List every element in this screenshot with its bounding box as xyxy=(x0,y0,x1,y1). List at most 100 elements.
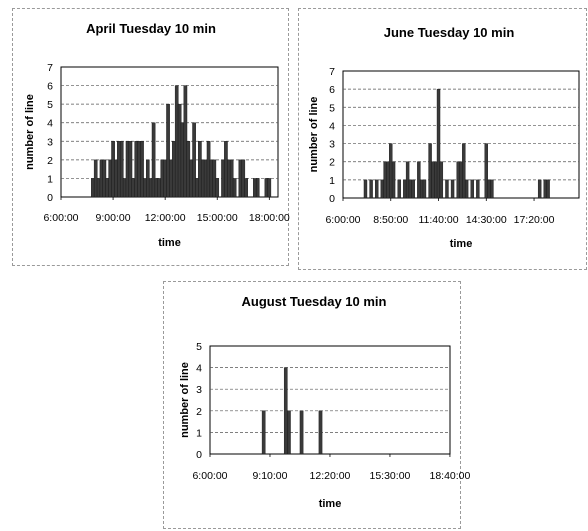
y-tick-label: 2 xyxy=(47,155,53,167)
y-tick-label: 7 xyxy=(47,62,53,74)
y-tick-label: 7 xyxy=(329,66,335,78)
bar xyxy=(299,410,304,455)
bar xyxy=(267,178,272,198)
x-tick-label: 11:40:00 xyxy=(418,214,458,226)
y-tick-label: 6 xyxy=(329,84,335,96)
y-tick-label: 1 xyxy=(196,427,202,439)
bar xyxy=(283,367,288,455)
bar xyxy=(192,122,196,198)
y-tick-label: 5 xyxy=(47,99,53,111)
bar xyxy=(375,179,379,199)
bar xyxy=(244,178,248,198)
bar xyxy=(369,179,373,199)
x-tick-label: 15:30:00 xyxy=(370,470,411,482)
bar xyxy=(470,179,474,199)
y-tick-label: 5 xyxy=(329,102,335,114)
chart-june: June Tuesday 10 min 0 1 2 3 4 5 6 7 6:00:00 8:50:0… xyxy=(308,25,580,250)
y-tick-label: 0 xyxy=(196,449,202,461)
y-tick-label: 2 xyxy=(329,157,335,169)
bar xyxy=(431,161,435,199)
y-tick-label: 1 xyxy=(329,175,335,187)
bar xyxy=(417,161,421,199)
bar xyxy=(380,179,385,199)
bar xyxy=(405,161,410,199)
y-tick-label: 6 xyxy=(47,81,53,93)
x-tick-label: 6:00:00 xyxy=(325,214,360,226)
chart-panel-april: April Tuesday 10 min 0 1 2 3 4 5 6 7 6:00:00 9:00:… xyxy=(12,8,290,266)
y-tick-label: 0 xyxy=(47,192,53,204)
bar xyxy=(403,179,407,199)
bar xyxy=(119,141,124,198)
chart-april: April Tuesday 10 min 0 1 2 3 4 5 6 7 6:00:00 9:00:… xyxy=(24,21,290,249)
bar xyxy=(436,88,441,199)
y-tick-label: 2 xyxy=(196,406,202,418)
bar xyxy=(487,179,491,199)
chart-panel-august: August Tuesday 10 min 0 1 2 3 4 5 6:00:00 9:10:0… xyxy=(163,281,471,529)
bar xyxy=(456,161,460,199)
bar xyxy=(445,179,449,199)
y-axis-label: number of line xyxy=(179,362,191,438)
y-tick-label: 5 xyxy=(196,341,202,353)
bar xyxy=(261,410,266,455)
x-tick-label: 15:00:00 xyxy=(197,212,238,224)
bar xyxy=(450,179,455,199)
x-axis-label: time xyxy=(450,238,473,250)
bar xyxy=(383,161,387,199)
bar xyxy=(464,179,469,199)
x-tick-label: 6:00:00 xyxy=(192,470,227,482)
x-tick-label: 17:20:00 xyxy=(514,214,555,226)
bar xyxy=(537,179,542,199)
bar xyxy=(151,122,156,198)
bar xyxy=(439,161,444,199)
bar xyxy=(140,141,144,198)
bar xyxy=(484,143,488,199)
y-axis-label: number of line xyxy=(308,97,320,173)
bar xyxy=(386,161,390,199)
y-tick-label: 1 xyxy=(47,173,53,185)
y-axis-label: number of line xyxy=(24,94,36,170)
x-tick-label: 8:50:00 xyxy=(373,214,408,226)
bar xyxy=(128,141,133,198)
bar xyxy=(459,161,463,199)
y-tick-label: 0 xyxy=(329,193,335,205)
x-tick-label: 9:00:00 xyxy=(96,212,131,224)
bar xyxy=(422,179,427,199)
x-tick-label: 12:20:00 xyxy=(310,470,351,482)
bar xyxy=(476,179,480,199)
x-tick-label: 18:00:00 xyxy=(249,212,290,224)
bar xyxy=(490,179,494,199)
x-tick-label: 6:00:00 xyxy=(43,212,78,224)
bar xyxy=(255,178,260,198)
chart-title: April Tuesday 10 min xyxy=(86,21,216,36)
bar xyxy=(215,178,220,198)
chart-title: June Tuesday 10 min xyxy=(384,25,515,40)
bar xyxy=(434,161,438,199)
y-tick-label: 3 xyxy=(329,139,335,151)
chart-panel-june: June Tuesday 10 min 0 1 2 3 4 5 6 7 6:00:00 8:50:0… xyxy=(298,8,587,270)
bar xyxy=(411,179,415,199)
y-tick-label: 3 xyxy=(47,136,53,148)
bar xyxy=(363,179,368,199)
chart-title: August Tuesday 10 min xyxy=(242,294,387,309)
chart-august: August Tuesday 10 min 0 1 2 3 4 5 6:00:00 9:10:0… xyxy=(179,294,471,510)
y-tick-label: 4 xyxy=(329,120,335,132)
bar xyxy=(232,178,237,198)
bar xyxy=(389,143,393,199)
bar xyxy=(428,143,432,199)
y-tick-label: 4 xyxy=(196,363,202,375)
bar xyxy=(391,161,396,199)
x-tick-label: 14:30:00 xyxy=(466,214,507,226)
bar xyxy=(419,179,424,199)
bar xyxy=(543,179,547,199)
bar xyxy=(397,179,401,199)
y-tick-label: 4 xyxy=(47,118,53,130)
x-tick-label: 18:40:00 xyxy=(429,470,470,482)
bar xyxy=(408,179,413,199)
bar xyxy=(318,410,323,455)
bar xyxy=(166,103,170,198)
y-tick-label: 3 xyxy=(196,384,202,396)
x-tick-label: 9:10:00 xyxy=(252,470,287,482)
plot-area xyxy=(209,345,451,455)
bar xyxy=(546,179,550,199)
x-axis-label: time xyxy=(158,237,181,249)
